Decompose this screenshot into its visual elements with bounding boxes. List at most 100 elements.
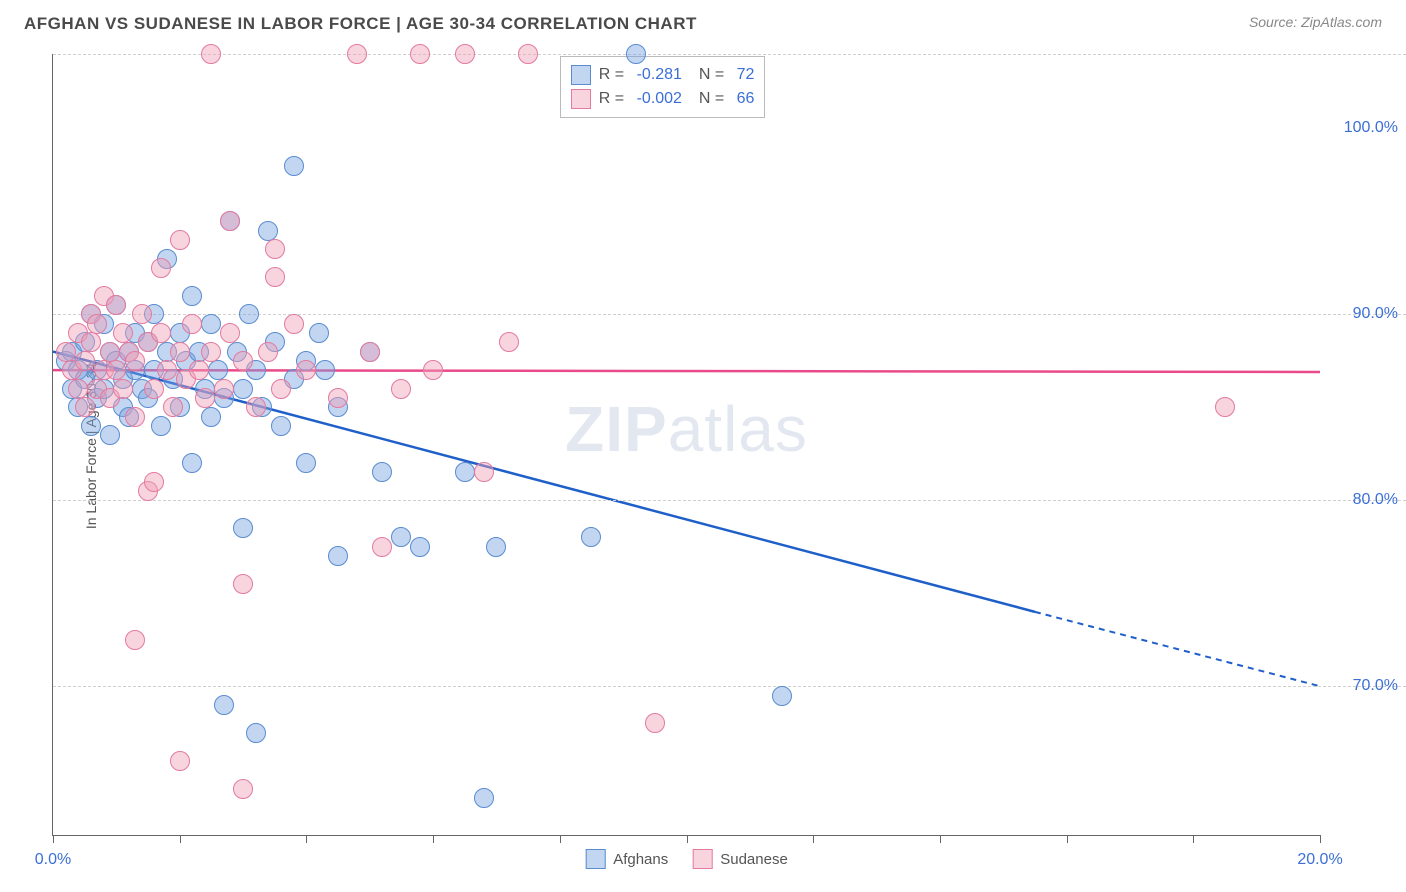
source-label: Source: ZipAtlas.com	[1249, 14, 1382, 30]
data-point	[182, 314, 202, 334]
gridline-h	[53, 54, 1406, 55]
x-tick	[1193, 835, 1194, 843]
bottom-legend-label: Sudanese	[720, 851, 788, 868]
bottom-legend-item: Sudanese	[692, 849, 788, 869]
data-point	[201, 44, 221, 64]
data-point	[100, 425, 120, 445]
x-tick	[1067, 835, 1068, 843]
x-tick-label: 0.0%	[35, 851, 71, 869]
data-point	[195, 388, 215, 408]
data-point	[125, 407, 145, 427]
data-point	[455, 462, 475, 482]
data-point	[296, 360, 316, 380]
data-point	[163, 397, 183, 417]
legend-row: R = -0.281 N = 72	[571, 63, 755, 87]
data-point	[151, 258, 171, 278]
trend-lines	[53, 54, 1320, 835]
x-tick	[433, 835, 434, 843]
data-point	[151, 323, 171, 343]
legend-swatch	[571, 89, 591, 109]
x-tick	[560, 835, 561, 843]
bottom-legend-item: Afghans	[585, 849, 668, 869]
data-point	[347, 44, 367, 64]
data-point	[233, 351, 253, 371]
data-point	[246, 723, 266, 743]
data-point	[233, 518, 253, 538]
y-tick-label: 90.0%	[1353, 305, 1398, 323]
data-point	[315, 360, 335, 380]
legend-swatch	[692, 849, 712, 869]
data-point	[372, 462, 392, 482]
data-point	[265, 239, 285, 259]
data-point	[328, 546, 348, 566]
data-point	[75, 351, 95, 371]
data-point	[113, 323, 133, 343]
data-point	[144, 472, 164, 492]
data-point	[518, 44, 538, 64]
x-tick-label: 20.0%	[1297, 851, 1342, 869]
data-point	[151, 416, 171, 436]
data-point	[626, 44, 646, 64]
data-point	[56, 342, 76, 362]
legend-n-label: N =	[690, 66, 724, 84]
data-point	[284, 314, 304, 334]
data-point	[360, 342, 380, 362]
stats-legend: R = -0.281 N = 72R = -0.002 N = 66	[560, 56, 766, 118]
data-point	[410, 44, 430, 64]
x-tick	[53, 835, 54, 843]
data-point	[309, 323, 329, 343]
data-point	[157, 360, 177, 380]
data-point	[1215, 397, 1235, 417]
data-point	[189, 360, 209, 380]
legend-n-label: N =	[690, 90, 724, 108]
data-point	[391, 527, 411, 547]
data-point	[258, 221, 278, 241]
data-point	[81, 416, 101, 436]
data-point	[201, 342, 221, 362]
y-tick-label: 100.0%	[1344, 119, 1398, 137]
data-point	[233, 779, 253, 799]
data-point	[265, 267, 285, 287]
data-point	[201, 314, 221, 334]
data-point	[68, 379, 88, 399]
data-point	[208, 360, 228, 380]
x-tick	[940, 835, 941, 843]
data-point	[271, 379, 291, 399]
data-point	[87, 314, 107, 334]
data-point	[284, 156, 304, 176]
data-point	[214, 695, 234, 715]
data-point	[455, 44, 475, 64]
x-tick	[1320, 835, 1321, 843]
legend-swatch	[571, 65, 591, 85]
scatter-plot-area: ZIPatlas R = -0.281 N = 72R = -0.002 N =…	[52, 54, 1320, 836]
bottom-legend-label: Afghans	[613, 851, 668, 868]
data-point	[132, 304, 152, 324]
legend-r-value: -0.281	[632, 66, 682, 84]
data-point	[474, 788, 494, 808]
legend-r-label: R =	[599, 90, 624, 108]
gridline-h	[53, 686, 1406, 687]
data-point	[239, 304, 259, 324]
legend-row: R = -0.002 N = 66	[571, 87, 755, 111]
data-point	[645, 713, 665, 733]
legend-n-value: 72	[732, 66, 754, 84]
data-point	[214, 379, 234, 399]
data-point	[474, 462, 494, 482]
data-point	[125, 630, 145, 650]
x-tick	[306, 835, 307, 843]
data-point	[182, 453, 202, 473]
x-tick	[180, 835, 181, 843]
data-point	[170, 342, 190, 362]
data-point	[499, 332, 519, 352]
data-point	[113, 379, 133, 399]
data-point	[328, 388, 348, 408]
data-point	[372, 537, 392, 557]
watermark: ZIPatlas	[565, 392, 808, 466]
series-legend: Afghans Sudanese	[585, 849, 788, 869]
data-point	[296, 453, 316, 473]
data-point	[75, 397, 95, 417]
data-point	[233, 574, 253, 594]
data-point	[81, 332, 101, 352]
gridline-h	[53, 500, 1406, 501]
data-point	[423, 360, 443, 380]
